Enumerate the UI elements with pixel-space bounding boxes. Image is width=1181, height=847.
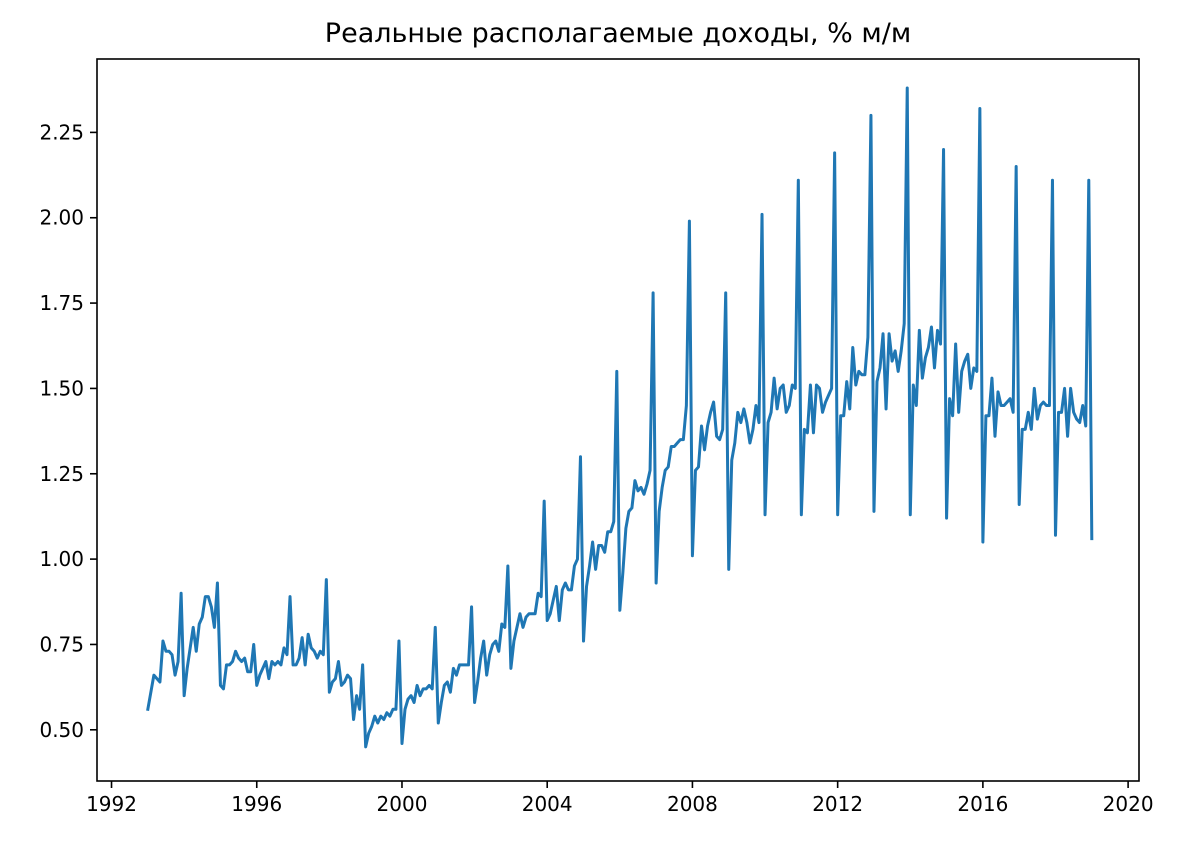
y-tick-label: 1.50: [39, 376, 84, 400]
x-tick-label: 2016: [957, 792, 1008, 816]
y-tick-label: 2.25: [39, 120, 84, 144]
x-tick-label: 2008: [667, 792, 718, 816]
x-tick-label: 2000: [377, 792, 428, 816]
y-tick-label: 1.25: [39, 462, 84, 486]
x-tick-label: 1992: [86, 792, 137, 816]
y-tick-label: 0.50: [39, 718, 84, 742]
x-tick-label: 2004: [522, 792, 573, 816]
x-tick-label: 2020: [1103, 792, 1154, 816]
series-line: [146, 86, 1094, 749]
y-axis: 0.50 0.75 1.00 1.25 1.50 1.75 2.00 2.25: [39, 120, 97, 742]
y-tick-label: 0.75: [39, 632, 84, 656]
x-tick-label: 1996: [231, 792, 282, 816]
x-tick-label: 2012: [812, 792, 863, 816]
y-tick-label: 1.75: [39, 291, 84, 315]
plot-area: [146, 86, 1094, 749]
plot-frame: [96, 58, 1140, 782]
y-tick-label: 1.00: [39, 547, 84, 571]
y-tick-label: 2.00: [39, 206, 84, 230]
x-axis: 1992 1996 2000 2004 2008 2012 2016 2020: [86, 781, 1154, 816]
chart-title: Реальные располагаемые доходы, % м/м: [325, 18, 911, 49]
